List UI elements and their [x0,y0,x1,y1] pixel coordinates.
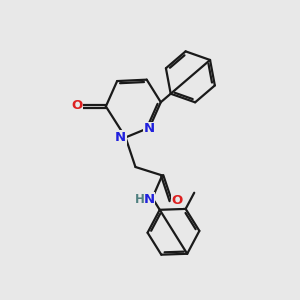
Text: H: H [135,193,145,206]
Text: N: N [115,131,126,144]
Text: O: O [171,194,182,207]
Text: O: O [71,99,83,112]
Text: N: N [143,193,155,206]
Text: N: N [144,122,155,136]
